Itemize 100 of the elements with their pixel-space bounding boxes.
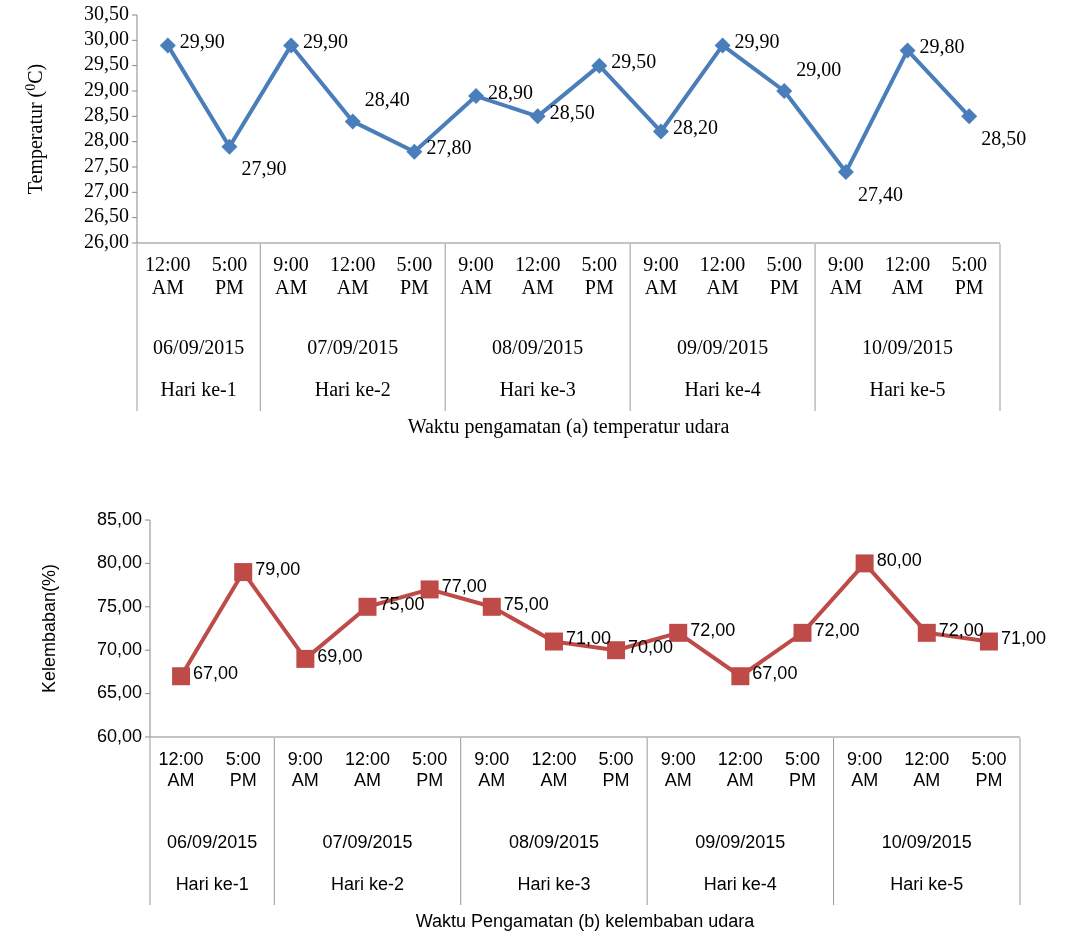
data-label: 28,20 xyxy=(672,116,718,139)
point xyxy=(855,554,874,573)
data-label: 69,00 xyxy=(317,645,363,666)
y-tick-label: 30,00 xyxy=(84,26,129,49)
x-tick-label: 5:00 PM xyxy=(396,253,433,298)
point xyxy=(172,667,191,686)
data-label: 72,00 xyxy=(938,619,984,640)
point xyxy=(669,623,688,642)
text: Hari ke-1 xyxy=(160,378,237,400)
text: Hari ke-3 xyxy=(517,874,591,894)
data-label: 79,00 xyxy=(255,558,301,579)
text: Hari ke-3 xyxy=(499,378,576,400)
x-tick-label: 12:00 AM xyxy=(145,253,191,298)
data-label: 29,90 xyxy=(179,29,225,52)
point xyxy=(406,143,423,160)
data-label: 72,00 xyxy=(690,619,736,640)
point xyxy=(482,597,501,616)
y-tick-label: 26,00 xyxy=(84,229,129,252)
y-tick-label: 70,00 xyxy=(96,638,142,659)
data-label: 28,50 xyxy=(549,100,595,123)
x-tick-label: 12:00 AM xyxy=(531,749,577,790)
data-label: 27,90 xyxy=(241,157,287,180)
x-axis-title: Waktu pengamatan (a) temperatur udara xyxy=(407,415,730,438)
y-tick-label: 28,50 xyxy=(84,102,129,125)
point xyxy=(591,57,608,74)
text: 10/09/2015 xyxy=(861,336,954,358)
x-tick-label: 9:00 AM xyxy=(458,253,494,298)
y-tick-label: 85,00 xyxy=(96,508,142,529)
point xyxy=(652,123,669,140)
text: 07/09/2015 xyxy=(307,336,399,358)
data-label: 28,40 xyxy=(364,87,410,110)
x-tick-label: 12:00 AM xyxy=(884,253,931,298)
point xyxy=(714,37,731,54)
point xyxy=(159,37,176,54)
data-label: 71,00 xyxy=(1000,628,1046,649)
point xyxy=(283,37,300,54)
point xyxy=(344,113,361,130)
x-tick-label: 12:00 AM xyxy=(329,253,376,298)
x-tick-label: 5:00 PM xyxy=(211,253,248,298)
point xyxy=(793,623,812,642)
data-label: 28,50 xyxy=(981,126,1027,149)
x-tick-label: 5:00 PM xyxy=(225,749,261,790)
text: 08/09/2015 xyxy=(492,336,584,358)
point xyxy=(358,597,377,616)
point xyxy=(544,632,563,651)
point xyxy=(221,138,238,155)
point xyxy=(468,88,485,105)
data-label: 29,80 xyxy=(919,35,965,58)
point xyxy=(899,42,916,59)
data-label: 27,40 xyxy=(857,182,903,205)
text: 09/09/2015 xyxy=(695,832,786,852)
x-tick-label: 5:00 PM xyxy=(971,749,1007,790)
x-tick-label: 5:00 PM xyxy=(598,749,634,790)
data-label: 29,90 xyxy=(303,29,349,52)
point xyxy=(420,580,439,599)
data-label: 70,00 xyxy=(628,636,674,657)
data-label: 27,80 xyxy=(426,136,472,159)
y-tick-label: 27,50 xyxy=(84,153,129,176)
x-tick-label: 12:00 AM xyxy=(699,253,746,298)
x-tick-label: 12:00 AM xyxy=(717,749,763,790)
point xyxy=(731,667,750,686)
data-label: 80,00 xyxy=(876,550,922,571)
data-label: 29,50 xyxy=(611,50,657,73)
point xyxy=(529,108,546,125)
data-label: 67,00 xyxy=(193,662,239,683)
x-tick-label: 9:00 AM xyxy=(273,253,309,298)
y-tick-label: 60,00 xyxy=(96,725,142,746)
text: Hari ke-2 xyxy=(314,378,391,400)
x-tick-label: 5:00 PM xyxy=(581,253,618,298)
x-tick-label: 12:00 AM xyxy=(158,749,204,790)
text: 09/09/2015 xyxy=(677,336,769,358)
x-tick-label: 5:00 PM xyxy=(784,749,821,790)
text: Hari ke-4 xyxy=(684,378,761,400)
x-tick-label: 5:00 PM xyxy=(766,253,803,298)
x-axis-title: Waktu Pengamatan (b) kelembaban udara xyxy=(415,911,756,931)
x-tick-label: 9:00 AM xyxy=(287,749,323,790)
y-tick-label: 27,00 xyxy=(84,178,129,201)
data-label: 77,00 xyxy=(441,576,487,597)
x-tick-label: 9:00 AM xyxy=(828,253,864,298)
text: 08/09/2015 xyxy=(508,832,599,852)
y-tick-label: 65,00 xyxy=(96,682,142,703)
text: 10/09/2015 xyxy=(881,832,972,852)
y-tick-label: 29,00 xyxy=(84,77,129,100)
point xyxy=(961,108,978,125)
y-tick-label: 26,50 xyxy=(84,204,129,227)
x-tick-label: 12:00 AM xyxy=(514,253,561,298)
text: 07/09/2015 xyxy=(322,832,413,852)
point xyxy=(837,164,854,181)
data-label: 72,00 xyxy=(814,619,860,640)
data-label: 28,90 xyxy=(488,80,534,103)
x-tick-label: 9:00 AM xyxy=(847,749,883,790)
x-tick-label: 12:00 AM xyxy=(344,749,391,790)
y-tick-label: 29,50 xyxy=(84,52,129,75)
y-tick-label: 75,00 xyxy=(96,595,142,616)
point xyxy=(776,83,793,99)
point xyxy=(917,623,936,642)
x-tick-label: 9:00 AM xyxy=(660,749,696,790)
text: Hari ke-2 xyxy=(330,874,405,894)
x-tick-label: 5:00 PM xyxy=(951,253,987,298)
y-tick-label: 28,00 xyxy=(84,128,129,151)
